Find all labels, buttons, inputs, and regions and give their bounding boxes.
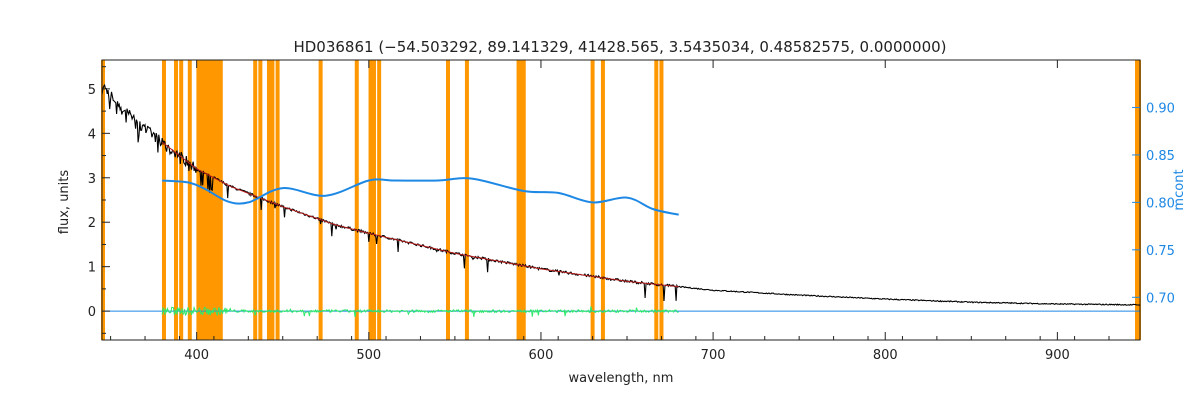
mask-line xyxy=(266,60,271,340)
series-observed-flux xyxy=(101,83,1141,306)
y-tick-label: 2 xyxy=(88,216,96,231)
mask-line xyxy=(368,60,373,340)
mask-line xyxy=(201,60,206,340)
mask-line xyxy=(521,60,526,340)
mask-line xyxy=(187,60,192,340)
mask-line xyxy=(275,60,280,340)
mask-line xyxy=(270,60,275,340)
mask-line xyxy=(377,60,382,340)
mask-line xyxy=(371,60,376,340)
x-tick-label: 900 xyxy=(1045,348,1070,363)
mask-line xyxy=(179,60,184,340)
mask-line xyxy=(318,60,323,340)
mask-line xyxy=(161,60,166,340)
y-tick-label: 3 xyxy=(88,172,96,187)
right-edge-mask xyxy=(1135,60,1141,340)
y-axis-ticks: 0 1 2 3 4 5 xyxy=(88,66,110,334)
y2-tick-label: 0.75 xyxy=(1146,244,1175,259)
y2-axis-ticks: 0.70 0.75 0.80 0.85 0.90 xyxy=(1132,101,1175,306)
x-tick-label: 500 xyxy=(356,348,381,363)
mask-line xyxy=(446,60,450,340)
y-tick-label: 0 xyxy=(88,305,96,320)
mask-line xyxy=(174,60,179,340)
mask-line xyxy=(218,60,223,340)
y2-axis-label: mcont xyxy=(1172,169,1187,210)
mask-line xyxy=(196,60,201,340)
x-tick-label: 600 xyxy=(529,348,554,363)
x-tick-label: 400 xyxy=(184,348,209,363)
chart-title: HD036861 (−54.503292, 89.141329, 41428.5… xyxy=(293,38,946,56)
series-model-flux xyxy=(161,141,679,288)
plot-series xyxy=(101,83,1141,318)
y-axis-label: flux, units xyxy=(57,170,72,235)
x-axis-label: wavelength, nm xyxy=(569,371,674,386)
mask-line xyxy=(205,60,210,340)
y2-tick-label: 0.90 xyxy=(1146,101,1175,116)
series-mcont xyxy=(162,177,679,216)
x-tick-label: 700 xyxy=(701,348,726,363)
mask-line xyxy=(659,60,664,340)
y-tick-label: 1 xyxy=(88,261,96,276)
mask-line xyxy=(213,60,218,340)
y-tick-label: 5 xyxy=(88,83,96,98)
mask-line xyxy=(590,60,595,340)
plot-frame xyxy=(101,59,1141,341)
y2-tick-label: 0.70 xyxy=(1146,291,1175,306)
x-tick-label: 800 xyxy=(873,348,898,363)
mask-line xyxy=(354,60,359,340)
y2-tick-label: 0.85 xyxy=(1146,149,1175,164)
mask-line xyxy=(654,60,659,340)
mask-line xyxy=(464,60,469,340)
mask-line xyxy=(600,60,605,340)
y-tick-label: 4 xyxy=(88,127,96,142)
y2-tick-label: 0.80 xyxy=(1146,196,1175,211)
mask-line xyxy=(208,60,213,340)
x-axis-ticks: 400 500 600 700 800 900 xyxy=(110,60,1110,363)
mask-lines xyxy=(161,60,664,340)
series-residual xyxy=(161,305,679,318)
